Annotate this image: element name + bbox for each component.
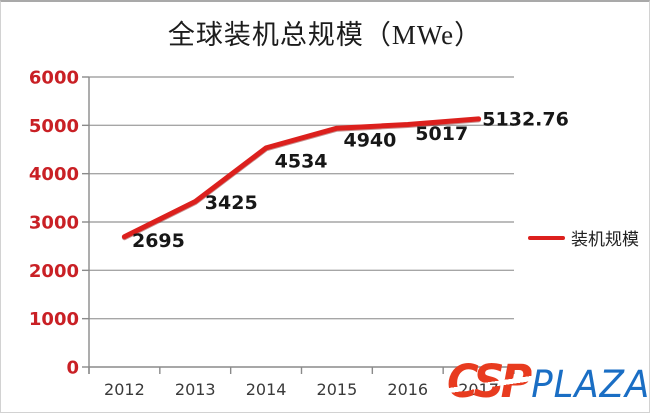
logo-plaza-text: PLAZA: [531, 363, 650, 406]
y-axis-label: 5000: [29, 116, 79, 137]
y-axis-label: 3000: [29, 213, 79, 234]
logo-csp-text: CSP: [447, 359, 532, 404]
x-axis-label: 2013: [175, 380, 216, 399]
chart-title: 全球装机总规模（MWe）: [167, 20, 483, 50]
y-axis-label: 6000: [29, 68, 79, 89]
y-axis-label: 4000: [29, 164, 79, 185]
data-label: 4534: [275, 150, 328, 172]
x-axis-label: 2017: [458, 380, 499, 399]
x-axis-label: 2016: [387, 380, 428, 399]
y-axis-label: 1000: [29, 309, 79, 330]
csp-plaza-watermark: CSP PLAZA: [447, 359, 650, 406]
x-axis-label: 2015: [317, 380, 358, 399]
x-axis-label: 2014: [246, 380, 287, 399]
data-label: 5132.76: [482, 108, 569, 130]
y-axis-label: 0: [66, 358, 79, 379]
data-label: 3425: [205, 192, 258, 214]
legend: 装机规模: [528, 225, 639, 250]
y-axis-label: 2000: [29, 261, 79, 282]
data-label: 5017: [415, 123, 468, 145]
series-line-装机规模: [121, 116, 482, 240]
data-label: 4940: [343, 130, 396, 152]
legend-line-marker-icon: [528, 235, 565, 240]
x-axis-label: 2012: [104, 380, 145, 399]
legend-label: 装机规模: [571, 230, 639, 249]
data-label: 2695: [132, 230, 185, 252]
